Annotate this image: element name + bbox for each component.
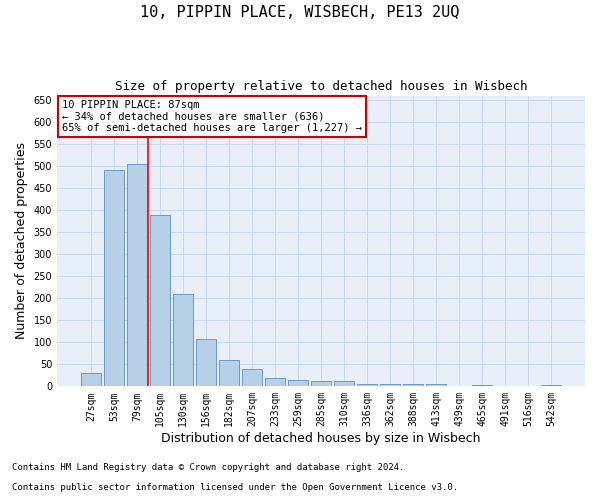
Text: Contains public sector information licensed under the Open Government Licence v3: Contains public sector information licen…: [12, 484, 458, 492]
Text: 10 PIPPIN PLACE: 87sqm
← 34% of detached houses are smaller (636)
65% of semi-de: 10 PIPPIN PLACE: 87sqm ← 34% of detached…: [62, 100, 362, 133]
Bar: [357, 384, 377, 386]
Bar: [150, 214, 170, 386]
Bar: [127, 164, 146, 386]
Bar: [196, 339, 216, 386]
X-axis label: Distribution of detached houses by size in Wisbech: Distribution of detached houses by size …: [161, 432, 481, 445]
Bar: [242, 368, 262, 386]
Bar: [403, 384, 423, 386]
Bar: [427, 384, 446, 386]
Bar: [472, 384, 492, 386]
Bar: [334, 382, 354, 386]
Title: Size of property relative to detached houses in Wisbech: Size of property relative to detached ho…: [115, 80, 527, 93]
Bar: [219, 360, 239, 386]
Text: 10, PIPPIN PLACE, WISBECH, PE13 2UQ: 10, PIPPIN PLACE, WISBECH, PE13 2UQ: [140, 5, 460, 20]
Bar: [288, 380, 308, 386]
Bar: [81, 373, 101, 386]
Y-axis label: Number of detached properties: Number of detached properties: [15, 142, 28, 340]
Text: Contains HM Land Registry data © Crown copyright and database right 2024.: Contains HM Land Registry data © Crown c…: [12, 464, 404, 472]
Bar: [265, 378, 285, 386]
Bar: [311, 381, 331, 386]
Bar: [173, 294, 193, 386]
Bar: [104, 170, 124, 386]
Bar: [541, 384, 561, 386]
Bar: [380, 384, 400, 386]
